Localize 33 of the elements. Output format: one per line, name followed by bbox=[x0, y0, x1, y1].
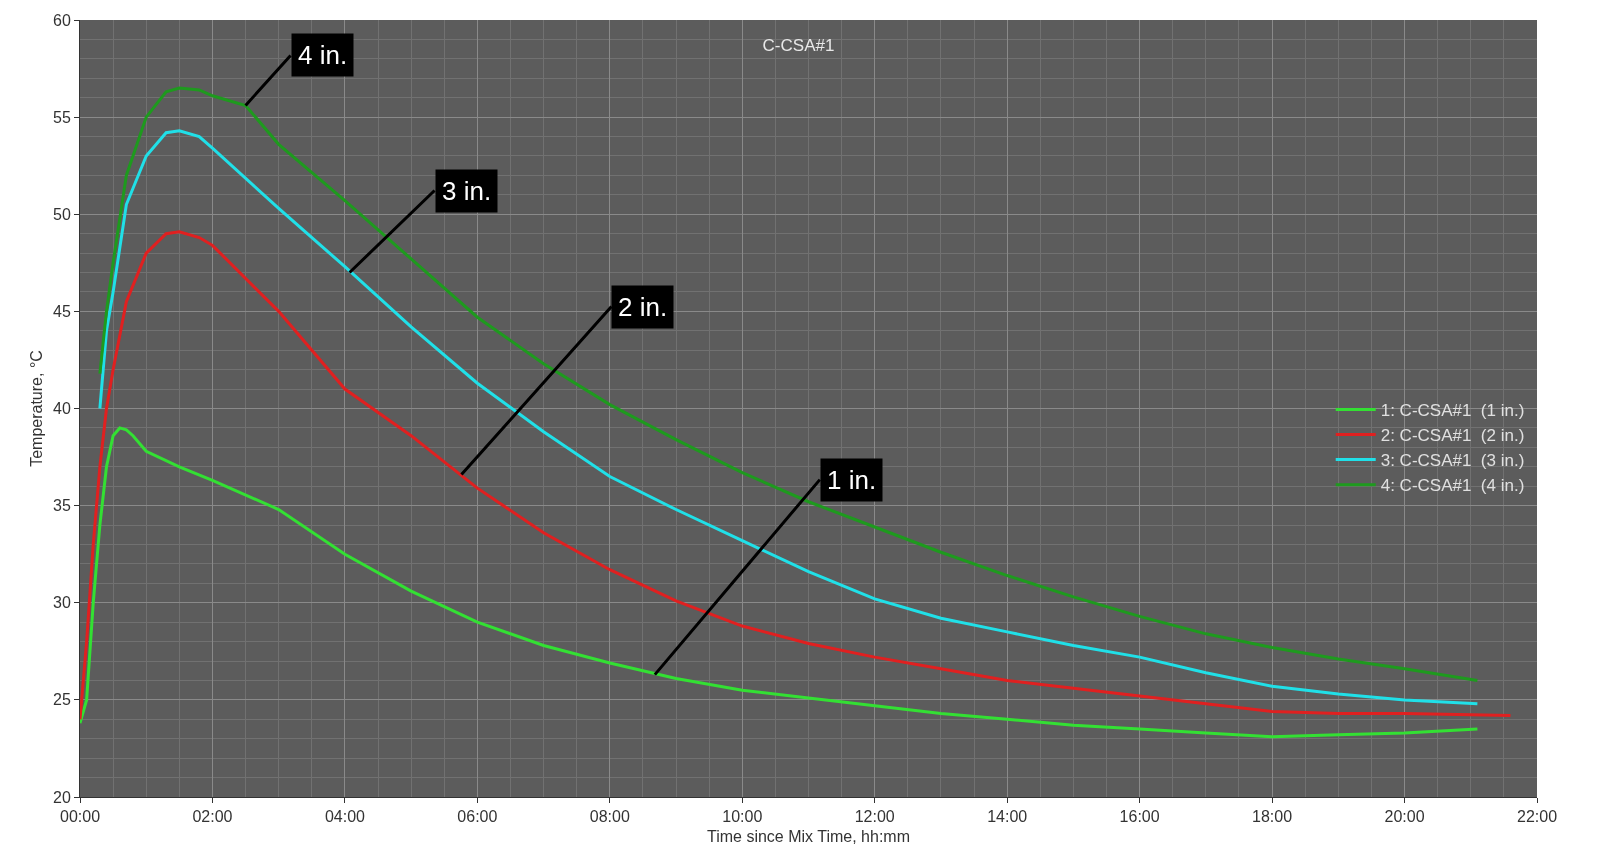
legend-label: 1: C-CSA#1 (1 in.) bbox=[1380, 401, 1525, 421]
x-tick-label: 02:00 bbox=[192, 808, 233, 826]
annotation: 2 in. bbox=[618, 292, 668, 322]
legend-label: 2: C-CSA#1 (2 in.) bbox=[1380, 426, 1525, 446]
x-tick-label: 12:00 bbox=[854, 808, 895, 826]
y-tick-label: 55 bbox=[53, 108, 71, 126]
y-axis-title: Temperature, °C bbox=[27, 350, 45, 467]
legend-label: 4: C-CSA#1 (4 in.) bbox=[1380, 476, 1525, 496]
annotation: 3 in. bbox=[442, 176, 492, 206]
x-tick-label: 04:00 bbox=[324, 808, 366, 826]
x-tick-label: 06:00 bbox=[457, 808, 498, 826]
x-tick-label: 22:00 bbox=[1516, 808, 1558, 826]
y-tick-label: 45 bbox=[53, 302, 71, 320]
y-tick-label: 30 bbox=[53, 594, 71, 612]
legend-label: 3: C-CSA#1 (3 in.) bbox=[1380, 451, 1525, 471]
x-tick-label: 14:00 bbox=[987, 808, 1028, 826]
y-tick-label: 40 bbox=[53, 400, 71, 418]
x-tick-label: 00:00 bbox=[59, 808, 101, 826]
text: C-CSA#1 bbox=[762, 35, 835, 55]
annotation: 4 in. bbox=[298, 40, 348, 70]
x-tick-label: 18:00 bbox=[1252, 808, 1293, 826]
y-tick-label: 25 bbox=[53, 691, 71, 709]
x-tick-label: 20:00 bbox=[1384, 808, 1425, 826]
annotation: 1 in. bbox=[827, 465, 877, 495]
y-tick-label: 20 bbox=[53, 788, 71, 806]
y-tick-label: 60 bbox=[53, 11, 71, 29]
x-tick-label: 08:00 bbox=[589, 808, 630, 826]
x-tick-label: 10:00 bbox=[722, 808, 763, 826]
x-tick-label: 16:00 bbox=[1119, 808, 1160, 826]
y-tick-label: 50 bbox=[53, 205, 71, 223]
line-series bbox=[80, 426, 1479, 739]
x-axis-title: Time since Mix Time, hh:mm bbox=[707, 827, 910, 845]
y-tick-label: 35 bbox=[53, 497, 71, 515]
